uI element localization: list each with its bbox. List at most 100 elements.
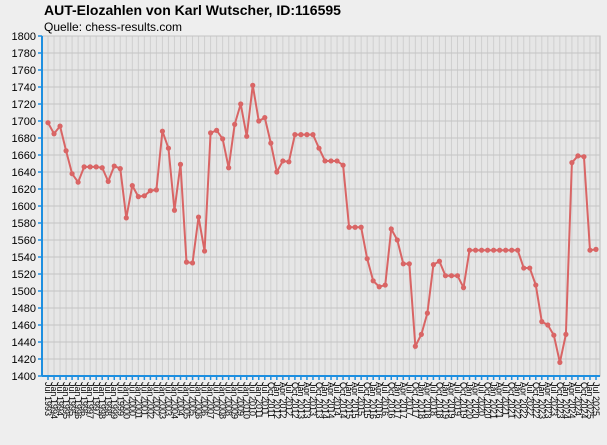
data-point	[472, 247, 479, 253]
x-tick-label: Jul 2020	[477, 382, 487, 416]
data-point	[238, 101, 244, 107]
data-point	[226, 165, 232, 171]
x-tick-label: Jul 2013	[308, 382, 318, 416]
data-point	[207, 130, 214, 136]
data-point	[557, 359, 563, 365]
data-point	[448, 273, 455, 279]
data-point	[418, 331, 424, 337]
y-tick-label: 1800	[12, 31, 36, 43]
data-point	[491, 247, 497, 253]
data-point	[424, 310, 430, 316]
y-tick-label: 1760	[12, 65, 36, 77]
x-tick-label: Jan 2011	[254, 382, 264, 418]
data-point	[412, 343, 418, 349]
y-tick-label: 1780	[12, 48, 36, 60]
data-point	[75, 179, 81, 185]
data-point	[436, 258, 443, 264]
x-tick-label: Jan 2008	[218, 382, 228, 419]
y-tick-label: 1460	[12, 320, 36, 332]
x-tick-label: Jan 1995	[61, 382, 71, 419]
data-point	[87, 164, 93, 170]
data-point	[105, 178, 111, 184]
x-tick-label: Oct 2015	[362, 382, 372, 419]
data-point	[256, 118, 262, 124]
x-tick-label: Jan 2016	[368, 382, 378, 419]
y-tick-label: 1440	[12, 337, 36, 349]
x-tick-label: Oct 2013	[314, 382, 324, 419]
x-tick-label: Jan 2019	[440, 382, 450, 419]
data-point	[485, 247, 491, 253]
data-point	[310, 132, 316, 138]
x-tick-label: Jul 2014	[332, 382, 342, 416]
x-tick-label: Jan 1998	[97, 382, 107, 419]
x-tick-label: Apr 2019	[446, 382, 456, 419]
x-tick-label: Jul 1998	[103, 382, 113, 416]
data-point	[322, 158, 328, 164]
y-tick-label: 1480	[12, 303, 36, 315]
x-tick-label: Jan 2025	[585, 382, 595, 419]
data-point	[352, 224, 358, 230]
y-tick-label: 1700	[12, 116, 36, 128]
data-point	[177, 161, 184, 167]
x-tick-label: Apr 2024	[567, 382, 577, 419]
data-point	[340, 162, 346, 168]
data-point	[454, 273, 461, 279]
y-tick-label: 1540	[12, 252, 36, 264]
data-point	[316, 145, 322, 151]
data-point	[328, 158, 334, 164]
x-tick-label: Jul 1993	[43, 382, 53, 416]
data-point	[581, 154, 587, 160]
x-tick-label: Jul 1995	[67, 382, 77, 416]
x-tick-label: Oct 2023	[555, 382, 565, 419]
x-tick-label: Jan 2018	[416, 382, 426, 419]
x-tick-label: Jul 2007	[212, 382, 222, 416]
data-point	[364, 256, 370, 262]
x-tick-label: Apr 2013	[302, 382, 312, 419]
data-point	[57, 123, 63, 129]
data-point	[569, 160, 575, 166]
data-point	[69, 171, 75, 177]
x-tick-label: Jul 2023	[549, 382, 559, 416]
data-point	[45, 120, 51, 126]
x-tick-label: Oct 2014	[338, 382, 348, 419]
x-tick-label: Jan 2006	[194, 382, 204, 419]
x-tick-label: Oct 2019	[459, 382, 469, 419]
y-tick-label: 1420	[12, 354, 36, 366]
x-tick-label: Jan 2000	[121, 382, 131, 419]
x-tick-label: Jan 2001	[133, 382, 143, 419]
x-tick-label: Apr 2014	[326, 382, 336, 419]
x-tick-label: Jan 2002	[145, 382, 155, 419]
x-tick-label: Jan 1996	[73, 382, 83, 419]
x-tick-label: Jan 2023	[537, 382, 547, 419]
x-tick-label: Jul 2006	[200, 382, 210, 416]
x-tick-label: Jul 2025	[591, 382, 601, 416]
x-tick-label: Oct 2022	[531, 382, 541, 419]
x-tick-label: Apr 2020	[471, 382, 481, 419]
data-point	[201, 248, 208, 254]
data-point	[515, 247, 521, 253]
data-point	[376, 284, 382, 290]
x-tick-label: Jul 2001	[139, 382, 149, 416]
chart-subtitle: Quelle: chess-results.com	[44, 20, 182, 34]
x-tick-label: Jul 2004	[175, 382, 185, 416]
x-tick-label: Jan 2013	[296, 382, 306, 419]
chart-title: AUT-Elozahlen von Karl Wutscher, ID:1165…	[44, 2, 341, 18]
data-point	[527, 265, 533, 271]
x-tick-label: Jul 2021	[501, 382, 511, 416]
data-point	[51, 131, 57, 137]
data-point	[382, 282, 388, 288]
x-tick-label: Jul 1994	[55, 382, 65, 416]
x-tick-label: Oct 2011	[266, 382, 276, 418]
data-point	[99, 165, 105, 171]
x-tick-label: Oct 2021	[507, 382, 517, 419]
data-point	[63, 148, 69, 154]
x-tick-label: Jan 2015	[344, 382, 354, 419]
data-point	[358, 224, 364, 230]
x-tick-label: Jul 2005	[188, 382, 198, 416]
x-tick-label: Jul 2019	[452, 382, 462, 416]
data-point	[370, 278, 376, 284]
x-tick-label: Jul 1997	[91, 382, 101, 416]
x-tick-label: Jan 2010	[242, 382, 252, 419]
data-point	[551, 332, 557, 338]
data-point	[509, 247, 515, 253]
